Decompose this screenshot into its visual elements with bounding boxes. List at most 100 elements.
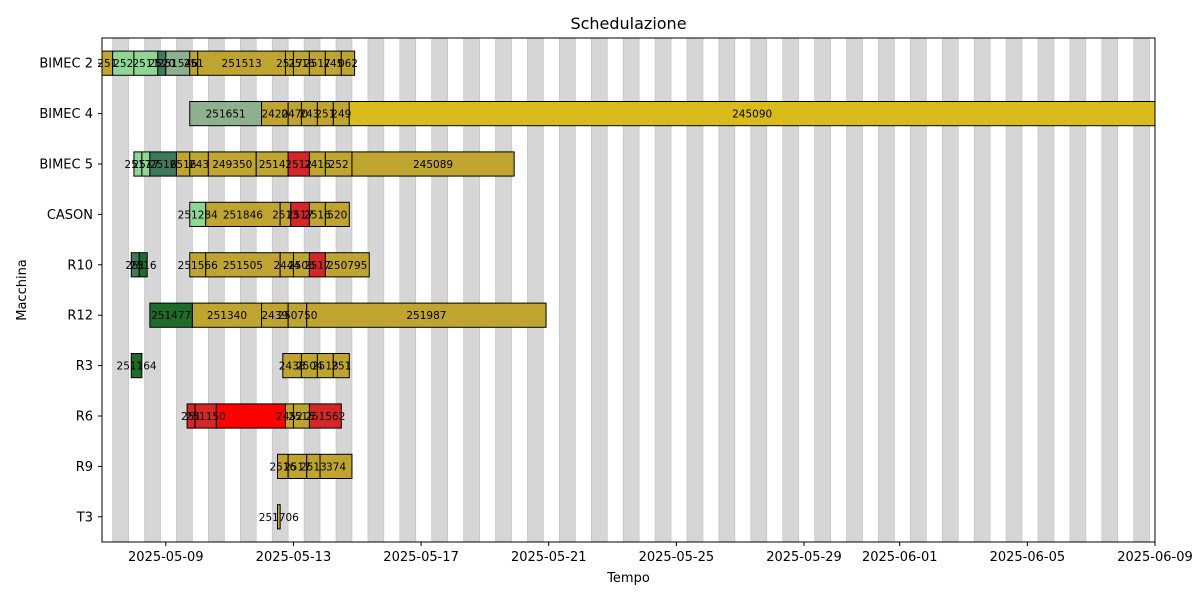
task-label: 2438 xyxy=(279,361,306,373)
x-tick-label: 2025-06-09 xyxy=(1117,550,1193,565)
y-tick-label: R9 xyxy=(76,460,93,475)
task-label: 251706 xyxy=(259,512,299,524)
task-label: 245089 xyxy=(413,159,453,171)
x-axis-ticks: 2025-05-09 2025-05-13 2025-05-17 2025-05-21… xyxy=(128,542,1193,565)
task-bar xyxy=(215,403,286,429)
task-label: 251505 xyxy=(223,260,263,272)
y-tick-label: T3 xyxy=(76,510,93,525)
task-label: 2516 xyxy=(304,209,331,221)
task-label: 251566 xyxy=(178,260,218,272)
x-tick-label: 2025-05-09 xyxy=(128,550,204,565)
task-label: 2470 xyxy=(281,109,308,121)
task-label: 251340 xyxy=(207,310,247,322)
task-label: 249350 xyxy=(212,159,252,171)
task-label: 2416 xyxy=(304,159,331,171)
x-tick-label: 2025-05-25 xyxy=(639,550,715,565)
task-label: 251987 xyxy=(406,310,446,322)
shift-band xyxy=(112,37,129,543)
task-bars xyxy=(101,50,1156,530)
task-label: 2517 xyxy=(304,58,331,70)
y-tick-label: R12 xyxy=(67,309,93,324)
task-bar xyxy=(324,151,353,177)
x-axis-label: Tempo xyxy=(606,571,650,586)
task-label: 249 xyxy=(331,109,351,121)
task-bar xyxy=(205,252,281,278)
task-label: 250795 xyxy=(327,260,367,272)
task-label: 2517 xyxy=(284,461,311,473)
task-label: 2512 xyxy=(285,159,312,171)
task-label: 251 xyxy=(184,58,204,70)
task-label: 251562 xyxy=(305,411,345,423)
task-bar xyxy=(138,252,148,278)
task-bar xyxy=(340,50,356,76)
task-bar xyxy=(332,353,350,379)
task-label: 243 xyxy=(299,109,319,121)
task-label: 2516 xyxy=(130,260,157,272)
task-bar xyxy=(191,302,263,328)
task-label: 251546 xyxy=(158,58,198,70)
task-label: 251150 xyxy=(186,411,226,423)
task-label: 2520 xyxy=(148,58,175,70)
task-bar xyxy=(149,302,193,328)
x-tick-label: 2025-05-17 xyxy=(383,550,459,565)
task-bar xyxy=(324,252,370,278)
task-label: 252 xyxy=(329,159,349,171)
task-label: 2511 xyxy=(133,58,160,70)
task-label: 2515 xyxy=(288,411,315,423)
task-bar xyxy=(306,302,547,328)
task-bar xyxy=(261,302,289,328)
task-label: 2513 xyxy=(312,361,339,373)
y-tick-label: BIMEC 2 xyxy=(39,57,93,72)
task-label: 520 xyxy=(327,209,347,221)
plot-frame xyxy=(101,37,1156,543)
y-tick-label: R3 xyxy=(76,359,93,374)
y-tick-label: R6 xyxy=(76,410,93,425)
task-label: 251 xyxy=(125,260,145,272)
task-label: 2504 xyxy=(296,361,323,373)
x-tick-label: 2025-06-01 xyxy=(862,550,938,565)
x-tick-label: 2025-05-21 xyxy=(511,550,587,565)
task-label: 251651 xyxy=(206,109,246,121)
shift-band xyxy=(144,37,161,543)
task-label: 251 xyxy=(331,361,351,373)
chart-title: Schedulazione xyxy=(570,14,686,33)
y-tick-label: BIMEC 5 xyxy=(39,158,93,173)
task-label: 2516 xyxy=(170,159,197,171)
task-label: 2513 xyxy=(272,209,299,221)
task-label: 245 xyxy=(323,58,343,70)
x-tick-label: 2025-05-13 xyxy=(256,550,332,565)
task-bar xyxy=(197,50,286,76)
task-label: 251 xyxy=(181,411,201,423)
task-label: 245090 xyxy=(732,109,772,121)
task-label: 2516 xyxy=(150,159,177,171)
task-label: 2452 xyxy=(276,411,303,423)
y-axis-label: Macchina xyxy=(15,259,30,321)
task-label: 2517 xyxy=(276,58,303,70)
task-label: 251284 xyxy=(178,209,218,221)
task-bar xyxy=(324,201,350,227)
task-label: 2513 xyxy=(300,461,327,473)
task-label: 374 xyxy=(326,461,346,473)
task-bar xyxy=(348,101,1156,127)
task-label: 2516 xyxy=(288,58,315,70)
x-tick-label: 2025-06-05 xyxy=(990,550,1066,565)
task-label: 250750 xyxy=(277,310,317,322)
task-bar xyxy=(149,151,177,177)
y-axis-ticks: BIMEC 2 BIMEC 4 BIMEC 5 CASON R10 R12 R3 R6 R9 T3 xyxy=(39,57,102,525)
task-label: 252 xyxy=(113,58,133,70)
task-label: 251164 xyxy=(117,361,157,373)
task-label: 2506 xyxy=(288,260,315,272)
task-bar xyxy=(319,453,353,479)
task-bar xyxy=(277,504,281,530)
task-label: 251513 xyxy=(222,58,262,70)
task-label: 2517 xyxy=(304,260,331,272)
task-label: 2420 xyxy=(261,109,288,121)
task-label: 2517 xyxy=(287,209,314,221)
task-label: 2444 xyxy=(273,260,300,272)
task-label: 2517 xyxy=(133,159,160,171)
task-bar xyxy=(261,101,289,127)
task-bar xyxy=(130,353,143,379)
